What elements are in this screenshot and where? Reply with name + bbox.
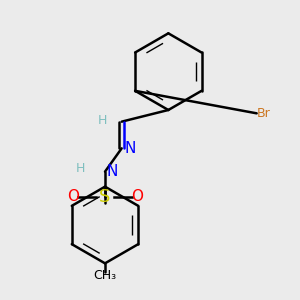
Text: H: H — [76, 162, 85, 175]
Text: N: N — [107, 164, 118, 179]
Text: N: N — [124, 141, 136, 156]
Text: H: H — [97, 113, 107, 127]
Text: Br: Br — [257, 107, 270, 120]
Text: CH₃: CH₃ — [93, 269, 117, 282]
Text: O: O — [67, 189, 79, 204]
Text: S: S — [99, 188, 111, 206]
Text: O: O — [131, 189, 143, 204]
